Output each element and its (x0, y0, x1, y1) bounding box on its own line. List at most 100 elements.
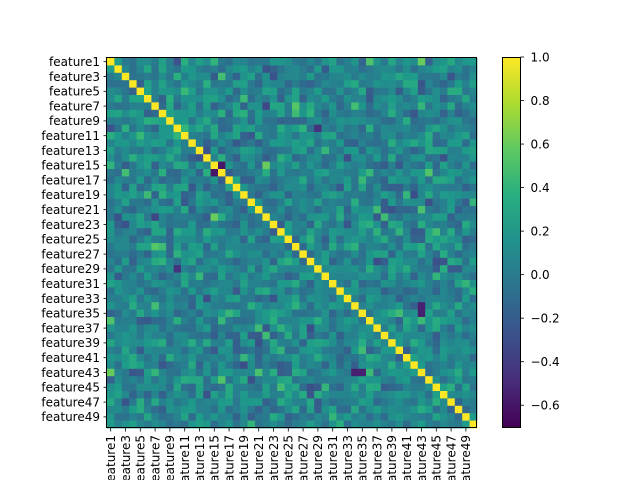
heatmap-cell (432, 235, 441, 244)
heatmap-cell (358, 346, 367, 355)
heatmap-cell (210, 220, 219, 229)
heatmap-cell (447, 280, 456, 288)
heatmap-cell (454, 302, 463, 310)
heatmap-cell (403, 80, 411, 88)
heatmap-cell (358, 309, 367, 318)
heatmap-cell (144, 235, 152, 244)
heatmap-cell (255, 317, 263, 325)
heatmap-cell (321, 169, 330, 177)
heatmap-cell (425, 139, 433, 148)
heatmap-cell (129, 302, 137, 310)
heatmap-cell (203, 117, 211, 125)
heatmap-cell (277, 95, 285, 103)
heatmap-cell (336, 198, 345, 207)
heatmap-cell (380, 368, 389, 377)
heatmap-cell (151, 72, 160, 81)
heatmap-cell (203, 398, 211, 407)
heatmap-cell (262, 65, 271, 74)
heatmap-cell (417, 398, 426, 407)
heatmap-cell (432, 191, 441, 199)
heatmap-cell (380, 354, 389, 362)
heatmap-cell (173, 331, 182, 340)
heatmap-cell (158, 191, 167, 199)
heatmap-cell (195, 220, 204, 229)
heatmap-cell (306, 302, 315, 310)
heatmap-cell (203, 65, 211, 74)
heatmap-cell (299, 309, 308, 318)
heatmap-cell (306, 169, 315, 177)
heatmap-cell (380, 280, 389, 288)
heatmap-cell (121, 176, 130, 185)
heatmap-cell (107, 102, 115, 111)
heatmap-cell (166, 398, 174, 407)
heatmap-cell (462, 58, 470, 66)
heatmap-cell (232, 272, 241, 281)
heatmap-cell (144, 206, 152, 214)
heatmap-cell (107, 302, 115, 310)
heatmap-cell (454, 146, 463, 155)
heatmap-cell (469, 161, 478, 170)
heatmap-cell (129, 398, 137, 407)
heatmap-cell (121, 346, 130, 355)
heatmap-cell (299, 413, 308, 421)
heatmap-cell (277, 368, 285, 377)
heatmap-cell (329, 220, 337, 229)
heatmap-cell (114, 346, 123, 355)
heatmap-cell (225, 206, 234, 214)
heatmap-cell (343, 169, 352, 177)
heatmap-cell (469, 206, 478, 214)
heatmap-cell (336, 132, 345, 140)
heatmap-cell (144, 243, 152, 251)
heatmap-cell (255, 361, 263, 370)
heatmap-cell (306, 257, 315, 266)
heatmap-cell (121, 206, 130, 214)
heatmap-cell (403, 383, 411, 392)
heatmap-cell (151, 139, 160, 148)
heatmap-cell (218, 368, 226, 377)
heatmap-cell (306, 405, 315, 414)
heatmap-cell (358, 132, 367, 140)
heatmap-cell (181, 398, 189, 407)
heatmap-cell (351, 65, 359, 74)
heatmap-cell (277, 191, 285, 199)
heatmap-cell (306, 198, 315, 207)
heatmap-cell (462, 309, 470, 318)
heatmap-cell (388, 146, 396, 155)
x-tick-label: feature43 (415, 435, 429, 480)
heatmap-cell (299, 368, 308, 377)
heatmap-cell (351, 191, 359, 199)
heatmap-cell (388, 383, 396, 392)
heatmap-cell (454, 176, 463, 185)
heatmap-cell (395, 65, 404, 74)
y-tick-label: feature9 (49, 114, 100, 128)
heatmap-cell (454, 132, 463, 140)
heatmap-cell (440, 169, 448, 177)
heatmap-cell (292, 376, 300, 384)
heatmap-cell (195, 176, 204, 185)
heatmap-cell (129, 265, 137, 273)
heatmap-cell (351, 228, 359, 236)
heatmap-cell (306, 361, 315, 370)
heatmap-cell (388, 109, 396, 118)
heatmap-cell (144, 213, 152, 222)
heatmap-cell (144, 317, 152, 325)
colorbar-tick-label: 0.4 (531, 181, 550, 195)
heatmap-cell (136, 376, 145, 384)
heatmap-cell (166, 280, 174, 288)
heatmap-cell (343, 65, 352, 74)
heatmap-cell (232, 317, 241, 325)
heatmap-cell (129, 405, 137, 414)
heatmap-cell (343, 398, 352, 407)
y-tick-label: feature25 (41, 233, 100, 247)
heatmap-cell (373, 324, 382, 333)
heatmap-cell (306, 58, 315, 66)
heatmap-cell (255, 198, 263, 207)
heatmap-cell (284, 198, 293, 207)
heatmap-cell (306, 398, 315, 407)
heatmap-cell (388, 169, 396, 177)
heatmap-cell (195, 346, 204, 355)
heatmap-cell (403, 213, 411, 222)
heatmap-cell (218, 72, 226, 81)
heatmap-cell (255, 405, 263, 414)
heatmap-cell (373, 376, 382, 384)
